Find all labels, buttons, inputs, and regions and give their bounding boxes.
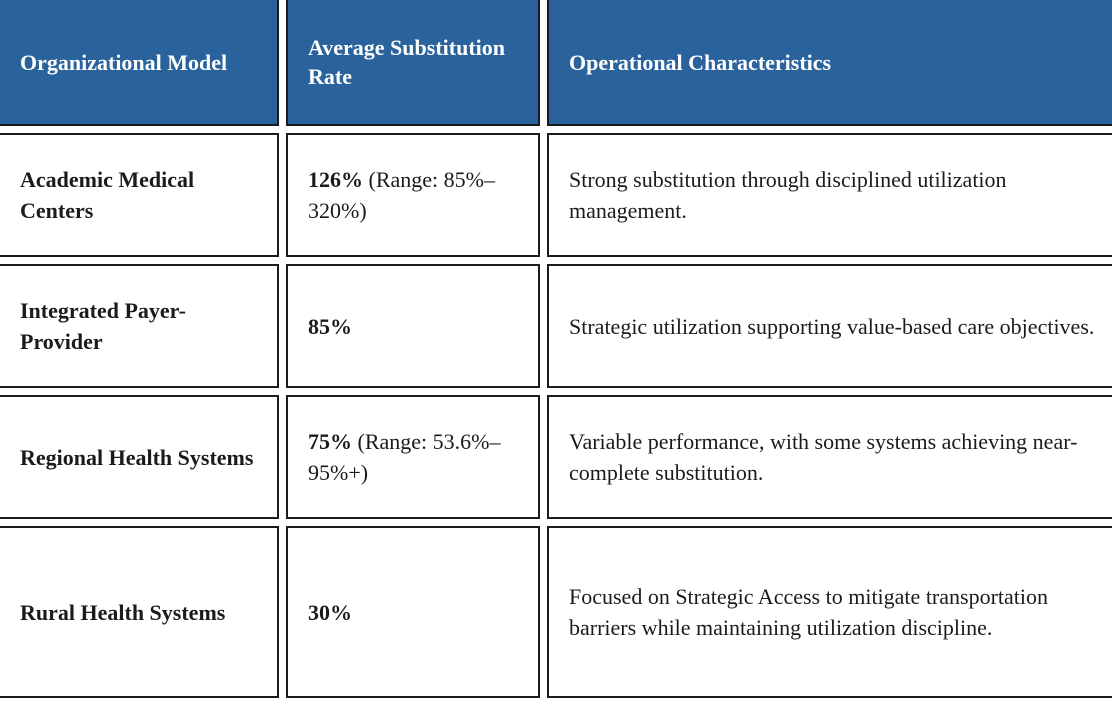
rate-range: (Range: 53.6%–95%+) [308, 429, 501, 485]
cell-model: Rural Health Systems [0, 526, 279, 698]
cell-rate: 85% [286, 264, 540, 388]
cell-model: Regional Health Systems [0, 395, 279, 519]
column-header-organizational-model: Organizational Model [0, 0, 279, 126]
cell-characteristics: Variable performance, with some systems … [547, 395, 1112, 519]
cell-characteristics: Focused on Strategic Access to mitigate … [547, 526, 1112, 698]
header-row: Organizational Model Average Substitutio… [0, 0, 1112, 126]
cell-characteristics: Strong substitution through disciplined … [547, 133, 1112, 257]
rate-range: (Range: 85%–320%) [308, 167, 495, 223]
cell-model: Integrated Payer-Provider [0, 264, 279, 388]
table-row: Rural Health Systems 30% Focused on Stra… [0, 526, 1112, 698]
rate-value: 75% [308, 429, 352, 454]
cell-characteristics: Strategic utilization supporting value-b… [547, 264, 1112, 388]
rate-value: 85% [308, 313, 352, 339]
rate-value: 126% [308, 167, 363, 192]
table-row: Academic Medical Centers 126% (Range: 85… [0, 133, 1112, 257]
cell-rate: 126% (Range: 85%–320%) [286, 133, 540, 257]
cell-rate: 30% [286, 526, 540, 698]
cell-rate: 75% (Range: 53.6%–95%+) [286, 395, 540, 519]
rate-value: 30% [308, 599, 352, 625]
cell-model: Academic Medical Centers [0, 133, 279, 257]
table-body: Academic Medical Centers 126% (Range: 85… [0, 133, 1112, 698]
table-row: Integrated Payer-Provider 85% Strategic … [0, 264, 1112, 388]
column-header-average-substitution-rate: Average Substitution Rate [286, 0, 540, 126]
table-header: Organizational Model Average Substitutio… [0, 0, 1112, 126]
table-row: Regional Health Systems 75% (Range: 53.6… [0, 395, 1112, 519]
column-header-operational-characteristics: Operational Characteristics [547, 0, 1112, 126]
